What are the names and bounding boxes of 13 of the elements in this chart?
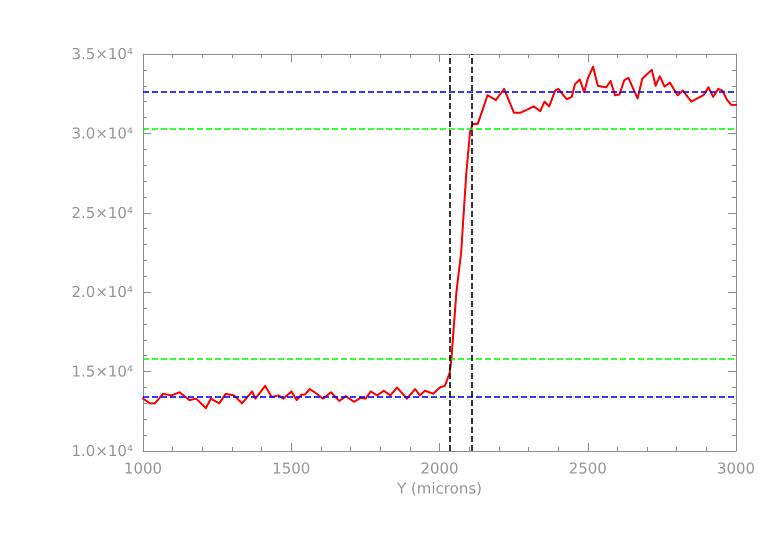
x-tick-label: 1000 — [124, 460, 162, 478]
x-tick-label: 2500 — [568, 460, 607, 478]
x-tick-label: 1500 — [272, 460, 310, 478]
y-tick-label: 3.0×10⁴ — [71, 124, 133, 142]
y-tick-label: 2.0×10⁴ — [71, 283, 133, 302]
y-tick-label: 1.5×10⁴ — [71, 362, 133, 381]
x-tick-label: 2000 — [420, 460, 459, 478]
line-series — [142, 66, 737, 410]
x-tick-label: 3000 — [716, 460, 756, 478]
y-tick-label: 3.5×10⁴ — [71, 45, 133, 63]
y-tick-label: 2.5×10⁴ — [71, 204, 133, 222]
y-tick-label: 1.0×10⁴ — [71, 442, 133, 460]
x-axis-title: Y (microns) — [396, 480, 482, 498]
